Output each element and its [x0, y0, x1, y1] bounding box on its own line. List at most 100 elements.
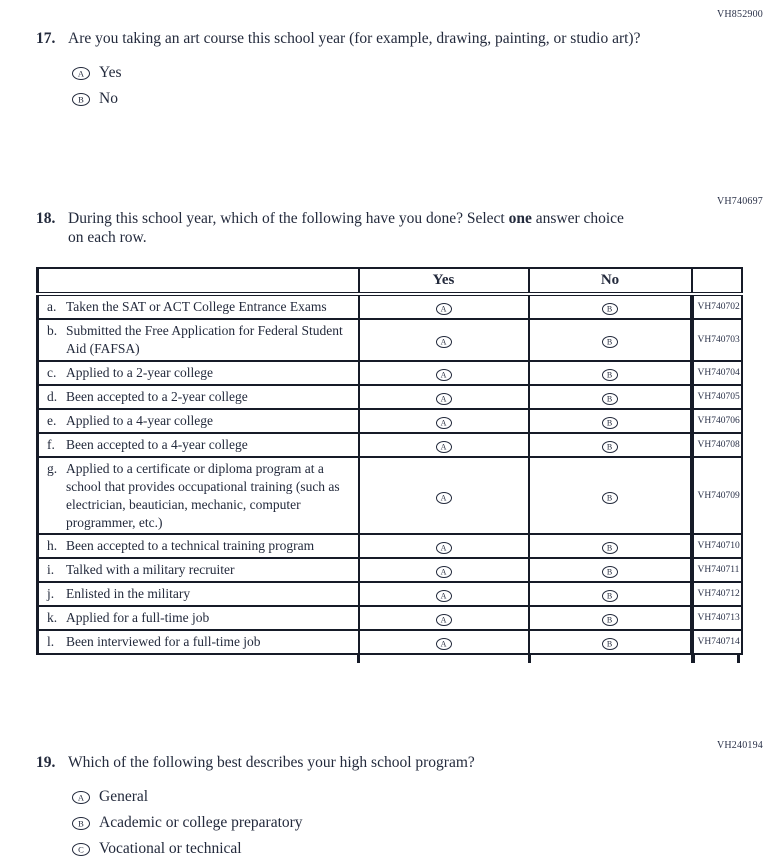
- bubble-letter: B: [606, 543, 613, 553]
- question-17-options: A Yes B No: [72, 60, 741, 112]
- table-row-k: k. Applied for a full-time job A B VH7407…: [36, 605, 743, 632]
- bubble-letter: A: [77, 792, 85, 803]
- question-19-number: 19.: [36, 754, 56, 771]
- yes-bubble[interactable]: A: [435, 368, 452, 381]
- table-row-f: f. Been accepted to a 4-year college A B …: [36, 431, 743, 458]
- answer-bubble-b[interactable]: B: [72, 92, 90, 106]
- question-17: 17. Are you taking an art course this sc…: [36, 29, 741, 112]
- row-letter: k.: [47, 610, 58, 626]
- question-19: 19. Which of the following best describe…: [36, 753, 741, 862]
- bubble-letter: A: [440, 567, 447, 577]
- no-bubble[interactable]: B: [601, 302, 618, 315]
- bubble-letter: B: [606, 615, 613, 625]
- row-label: Applied for a full-time job: [66, 610, 210, 626]
- row-label: Talked with a military recruiter: [66, 562, 235, 578]
- option-general[interactable]: A General: [72, 784, 741, 810]
- bubble-letter: B: [606, 639, 613, 649]
- bubble-letter: A: [440, 615, 447, 625]
- answer-bubble-a[interactable]: A: [72, 790, 90, 804]
- question-19-code: VH240194: [716, 740, 763, 751]
- yes-bubble[interactable]: A: [435, 566, 452, 579]
- option-academic[interactable]: B Academic or college preparatory: [72, 810, 741, 836]
- row-code: VH740708: [689, 431, 743, 458]
- bubble-letter: B: [606, 304, 613, 314]
- yes-bubble[interactable]: A: [435, 542, 452, 555]
- row-label: Taken the SAT or ACT College Entrance Ex…: [66, 299, 327, 314]
- no-bubble[interactable]: B: [601, 614, 618, 627]
- table-row-b: b. Submitted the Free Application for Fed…: [36, 317, 743, 362]
- row-label: Been interviewed for a full-time job: [66, 634, 261, 650]
- bubble-letter: A: [440, 304, 447, 314]
- bubble-letter: A: [440, 493, 447, 503]
- option-yes[interactable]: A Yes: [72, 60, 741, 86]
- table-edge-stub: [737, 655, 740, 664]
- row-letter: c.: [47, 364, 57, 380]
- no-bubble[interactable]: B: [601, 335, 618, 348]
- yes-bubble[interactable]: A: [435, 335, 452, 348]
- table-row-e: e. Applied to a 4-year college A B VH7407…: [36, 407, 743, 434]
- table-row-d: d. Been accepted to a 2-year college A B …: [36, 383, 743, 410]
- yes-bubble[interactable]: A: [435, 302, 452, 315]
- table-edge-stub: [528, 655, 531, 664]
- bubble-letter: C: [78, 844, 84, 855]
- yes-bubble[interactable]: A: [435, 440, 452, 453]
- no-bubble[interactable]: B: [601, 590, 618, 603]
- no-bubble[interactable]: B: [601, 392, 618, 405]
- no-bubble[interactable]: B: [601, 491, 618, 504]
- bubble-letter: B: [606, 567, 613, 577]
- table-edge-stub: [691, 655, 695, 664]
- row-letter: b.: [47, 322, 58, 338]
- row-code: VH740703: [689, 317, 743, 362]
- row-letter: i.: [47, 562, 55, 578]
- bubble-letter: B: [606, 337, 613, 347]
- table-row-a: a. Taken the SAT or ACT College Entrance …: [36, 293, 743, 320]
- no-bubble[interactable]: B: [601, 416, 618, 429]
- no-bubble[interactable]: B: [601, 368, 618, 381]
- bubble-letter: B: [78, 94, 84, 105]
- yes-bubble[interactable]: A: [435, 590, 452, 603]
- yes-bubble[interactable]: A: [435, 491, 452, 504]
- bubble-letter: A: [440, 418, 447, 428]
- question-18-number: 18.: [36, 210, 56, 227]
- row-code: VH740705: [689, 383, 743, 410]
- row-code: VH740714: [689, 629, 743, 656]
- table-edge-stub: [357, 655, 360, 664]
- question-18-text: During this school year, which of the fo…: [68, 210, 624, 247]
- row-label: Applied to a 4-year college: [66, 412, 213, 428]
- yes-bubble[interactable]: A: [435, 416, 452, 429]
- no-bubble[interactable]: B: [601, 542, 618, 555]
- bubble-letter: A: [440, 337, 447, 347]
- no-bubble[interactable]: B: [601, 440, 618, 453]
- bubble-letter: B: [606, 370, 613, 380]
- bubble-letter: B: [606, 418, 613, 428]
- row-label: Applied to a certificate or diploma prog…: [66, 460, 340, 530]
- table-row-l: l. Been interviewed for a full-time job A…: [36, 629, 743, 656]
- yes-bubble[interactable]: A: [435, 638, 452, 651]
- bubble-letter: A: [440, 370, 447, 380]
- bubble-letter: B: [606, 394, 613, 404]
- header-blank: [36, 267, 360, 296]
- row-letter: j.: [47, 586, 55, 602]
- answer-bubble-b[interactable]: B: [72, 816, 90, 830]
- yes-bubble[interactable]: A: [435, 392, 452, 405]
- option-label: Yes: [99, 64, 122, 82]
- row-code: VH740706: [689, 407, 743, 434]
- option-vocational[interactable]: C Vocational or technical: [72, 836, 741, 862]
- bubble-letter: B: [78, 818, 84, 829]
- bubble-letter: A: [440, 394, 447, 404]
- row-letter: e.: [47, 412, 57, 428]
- answer-bubble-a[interactable]: A: [72, 66, 90, 80]
- yes-bubble[interactable]: A: [435, 614, 452, 627]
- answer-bubble-c[interactable]: C: [72, 842, 90, 856]
- row-letter: g.: [47, 460, 58, 476]
- no-bubble[interactable]: B: [601, 638, 618, 651]
- option-no[interactable]: B No: [72, 86, 741, 112]
- bubble-letter: A: [440, 543, 447, 553]
- header-no: No: [527, 267, 693, 296]
- row-letter: l.: [47, 634, 55, 650]
- row-code: VH740709: [689, 455, 743, 536]
- row-code: VH740704: [689, 359, 743, 386]
- row-label: Been accepted to a 4-year college: [66, 436, 248, 452]
- no-bubble[interactable]: B: [601, 566, 618, 579]
- option-label: General: [99, 788, 149, 806]
